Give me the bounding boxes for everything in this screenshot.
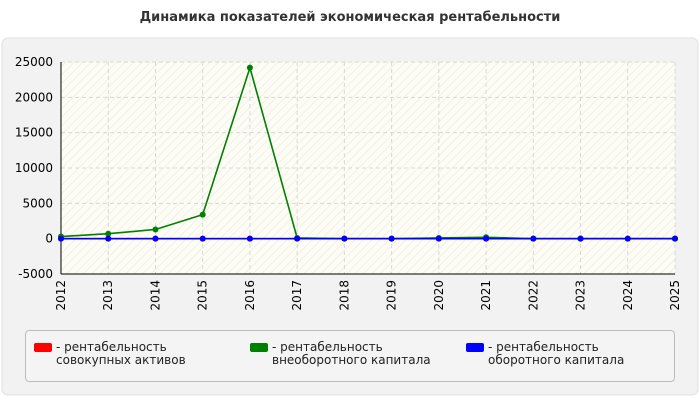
y-tick-label: 20000 [15,90,53,104]
y-tick-label: 10000 [15,161,53,175]
point [105,235,112,242]
x-tick-label: 2012 [54,280,68,311]
x-tick-label: 2014 [148,280,162,311]
y-tick-label: 15000 [15,126,53,140]
x-tick-label: 2020 [432,280,446,311]
point [435,235,442,242]
point [152,226,159,233]
point [246,235,253,242]
point [530,235,537,242]
x-tick-label: 2024 [621,280,635,311]
point [246,64,253,71]
legend-swatch [466,343,484,352]
point [199,211,206,218]
point [577,235,584,242]
point [294,235,301,242]
legend-swatch [250,343,268,352]
y-tick-label: -5000 [18,267,53,281]
legend-label: - рентабельность совокупных активов [56,340,186,367]
point [624,235,631,242]
chart-title: Динамика показателей экономическая рента… [140,10,561,25]
x-tick-label: 2016 [243,280,257,311]
legend-item: - рентабельность внеоборотного капитала [242,331,458,381]
point [483,235,490,242]
x-tick-label: 2015 [196,280,210,311]
legend-label: - рентабельность внеоборотного капитала [272,340,431,367]
x-tick-label: 2019 [385,280,399,311]
point [341,235,348,242]
legend-item: - рентабельность совокупных активов [26,331,242,381]
x-tick-label: 2017 [290,280,304,311]
y-tick-label: 5000 [22,196,53,210]
point [152,235,159,242]
point [199,235,206,242]
point [58,235,64,242]
x-tick-label: 2025 [668,280,682,311]
x-tick-label: 2023 [574,280,588,311]
legend-item: - рентабельность оборотного капитала [458,331,674,381]
y-tick-label: 25000 [15,55,53,69]
legend-swatch [34,343,52,352]
point [672,235,678,242]
point [105,230,112,237]
point [388,235,395,242]
x-tick-label: 2021 [479,280,493,311]
legend-label: - рентабельность оборотного капитала [488,340,625,367]
x-tick-label: 2022 [526,280,540,311]
legend: - рентабельность совокупных активов - рен… [25,330,675,382]
x-tick-label: 2018 [337,280,351,311]
y-tick-label: 0 [45,232,53,246]
x-tick-label: 2013 [101,280,115,311]
